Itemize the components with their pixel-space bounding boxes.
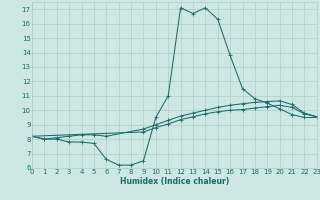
X-axis label: Humidex (Indice chaleur): Humidex (Indice chaleur)	[120, 177, 229, 186]
